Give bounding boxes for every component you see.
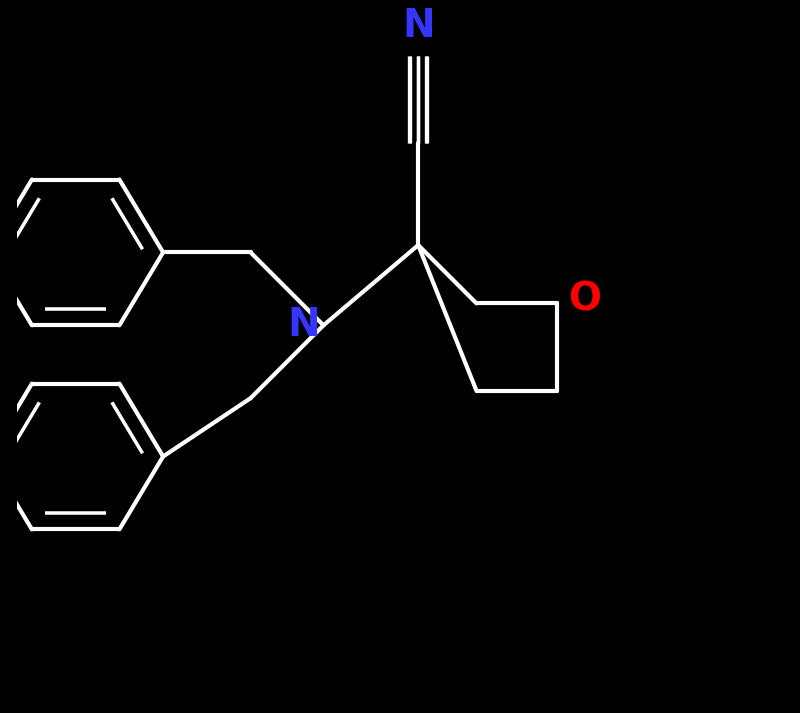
Text: N: N <box>402 6 434 45</box>
Text: N: N <box>287 307 320 344</box>
Text: O: O <box>568 281 601 319</box>
